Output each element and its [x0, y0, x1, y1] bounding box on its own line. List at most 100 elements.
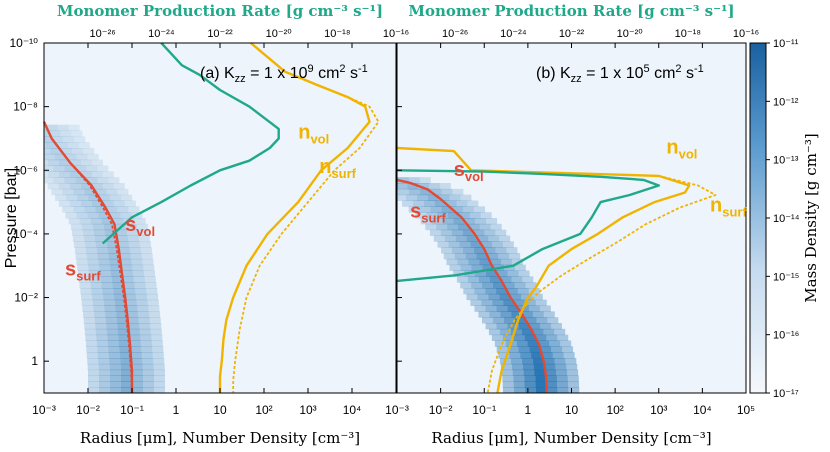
panel-a-heatmap-cell [132, 264, 144, 271]
panel-a-heatmap-cell [140, 334, 152, 341]
panel-a-heatmap-cell [84, 323, 96, 330]
panel-a-heatmap-cell [113, 288, 125, 295]
panel-b-heatmap-cell [430, 188, 442, 196]
panel-b-heatmap-cell [468, 258, 480, 266]
panel-a-heatmap-cell [56, 142, 68, 149]
panel-b-heatmap-cell [522, 311, 533, 318]
panel-b-heatmap-cell [447, 223, 459, 231]
panel-b-heatmap-cell [514, 317, 526, 324]
panel-a-heatmap-cell [58, 200, 70, 207]
panel-b-heatmap-cell [466, 235, 478, 242]
panel-a-heatmap-cell [127, 317, 139, 324]
panel-b-heatmap-cell [455, 235, 467, 242]
panel-a-heatmap-cell [66, 194, 78, 201]
panel-a-x-tick-label: 10 [213, 403, 227, 417]
panel-a-heatmap-cell [44, 153, 55, 161]
panel-b-heatmap-cell [547, 317, 559, 324]
panel-a-heatmap-cell [121, 194, 133, 201]
panel-a-heatmap-cell [125, 293, 137, 301]
panel-b-heatmap-cell [457, 258, 469, 266]
y-axis-label: Pressure [bar] [3, 168, 20, 268]
panel-b-heatmap-cell [554, 358, 566, 365]
panel-a-heatmap-cell [145, 282, 157, 289]
panel-b-heatmap-cell [511, 258, 523, 266]
panel-a-heatmap-cell [90, 282, 102, 289]
panel-b-heatmap-cell [408, 177, 420, 184]
panel-b-heatmap-cell [562, 346, 574, 353]
panel-b-label-subscript: vol [679, 147, 698, 162]
panel-b-top-tick-label: 10⁻¹⁶ [733, 28, 759, 40]
panel-b-heatmap-cell [485, 288, 497, 295]
panel-a-heatmap-cell [101, 218, 113, 225]
panel-a-heatmap-cell [93, 305, 105, 312]
panel-a-heatmap-cell [110, 387, 121, 394]
panel-b-heatmap-cell [560, 340, 572, 347]
panel-a-heatmap-cell [139, 241, 151, 248]
panel-a-heatmap-cell [84, 188, 96, 196]
panel-b-heatmap-cell [524, 375, 536, 382]
panel-a-heatmap-cell [86, 177, 98, 184]
panel-b-title-part: 5 [644, 63, 650, 75]
panel-a-heatmap-cell [132, 375, 143, 382]
panel-a-heatmap-cell [110, 264, 122, 271]
panel-b-heatmap-cell [546, 375, 557, 382]
panel-b-heatmap-cell [469, 212, 481, 219]
panel-b-heatmap-cell [521, 328, 533, 336]
panel-a-heatmap-cell [126, 229, 138, 236]
panel-a-heatmap-cell [106, 328, 118, 336]
panel-b-heatmap-cell [522, 363, 534, 371]
panel-a-heatmap-cell [80, 171, 92, 178]
panel-a-top-tick-label: 10⁻²⁰ [266, 28, 293, 40]
panel-a-y-tick-label: 1 [31, 354, 38, 368]
panel-a-heatmap-cell [72, 148, 84, 155]
panel-a-heatmap-cell [88, 270, 100, 277]
panel-b-heatmap-cell [448, 212, 459, 219]
panel-a-heatmap-cell [121, 264, 133, 271]
panel-a-heatmap-cell [76, 212, 88, 219]
panel-a-heatmap-cell [154, 375, 165, 382]
panel-b-heatmap-cell [452, 188, 464, 196]
panel-a-heatmap-cell [50, 148, 62, 155]
panel-a-heatmap-cell [132, 387, 143, 394]
panel-a-title-part: -1 [358, 63, 368, 75]
panel-b-heatmap-cell [500, 276, 512, 283]
panel-a-heatmap-cell [88, 369, 99, 376]
colorbar-tick-label: 10⁻¹⁵ [773, 271, 799, 283]
panel-a-heatmap-cell [102, 288, 114, 295]
panel-a-heatmap-cell [64, 177, 76, 184]
panel-b-heatmap-cell [420, 218, 432, 225]
panel-a-label-subscript: vol [310, 131, 329, 146]
panel-a-heatmap-cell [55, 194, 67, 201]
panel-a-heatmap-cell [131, 363, 143, 371]
panel-a-heatmap-cell [128, 206, 140, 213]
panel-b-heatmap-cell [492, 282, 504, 289]
panel-b-heatmap-cell [535, 381, 547, 388]
panel-a-heatmap-cell [86, 253, 98, 260]
panel-a-heatmap-cell [128, 323, 140, 330]
panel-b-heatmap-cell [513, 381, 525, 388]
panel-a-heatmap-cell [92, 293, 104, 301]
panel-b-heatmap-cell [462, 229, 474, 236]
panel-a-heatmap-cell [63, 136, 75, 143]
panel-a-heatmap-cell [64, 165, 76, 172]
panel-a-heatmap-cell [85, 247, 97, 254]
panel-a-heatmap-cell [88, 264, 100, 271]
panel-a-heatmap-cell [99, 264, 111, 271]
panel-a-heatmap-cell [105, 317, 117, 324]
panel-b-heatmap-cell [514, 299, 525, 306]
panel-b-heatmap-cell [480, 212, 492, 219]
panel-a-heatmap-cell [119, 346, 131, 353]
panel-a-heatmap-cell [97, 253, 109, 260]
panel-b-heatmap-cell [489, 276, 501, 283]
panel-b-label-subscript: surf [722, 205, 747, 220]
panel-b-heatmap-cell [533, 363, 545, 371]
panel-a-heatmap-cell [125, 299, 137, 306]
panel-a-heatmap-cell [70, 223, 82, 231]
panel-a-heatmap-cell [81, 299, 93, 306]
colorbar-label: Mass Density [g cm⁻³] [802, 133, 820, 302]
panel-a-heatmap-cell [98, 358, 110, 365]
panel-a-heatmap-cell [102, 183, 114, 190]
panel-a-heatmap-cell [106, 241, 118, 248]
panel-b-heatmap-cell [473, 247, 485, 254]
panel-a-heatmap-cell [115, 305, 127, 312]
